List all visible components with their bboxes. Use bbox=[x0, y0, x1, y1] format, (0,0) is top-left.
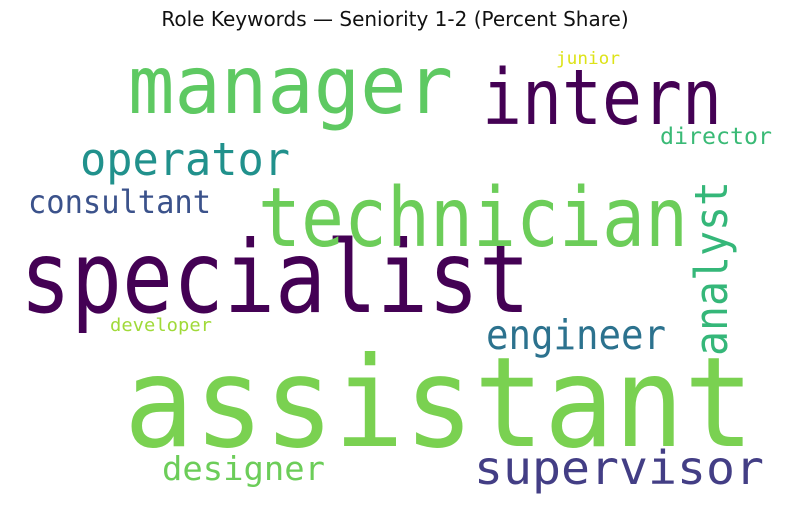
word-designer: designer bbox=[162, 449, 325, 488]
word-engineer: engineer bbox=[486, 311, 666, 359]
word-developer: developer bbox=[110, 315, 212, 336]
word-assistant: assistant bbox=[124, 331, 754, 476]
chart-title: Role Keywords — Seniority 1-2 (Percent S… bbox=[161, 7, 629, 31]
word-director: director bbox=[660, 124, 772, 150]
word-intern: intern bbox=[482, 54, 722, 143]
word-operator: operator bbox=[80, 133, 290, 186]
word-supervisor: supervisor bbox=[474, 441, 764, 495]
word-consultant: consultant bbox=[28, 183, 211, 221]
word-technician: technician bbox=[258, 171, 688, 266]
word-manager: manager bbox=[128, 39, 453, 132]
word-junior: junior bbox=[556, 49, 620, 69]
word-analyst: analyst bbox=[685, 181, 738, 356]
word-specialist: specialist bbox=[20, 219, 530, 336]
